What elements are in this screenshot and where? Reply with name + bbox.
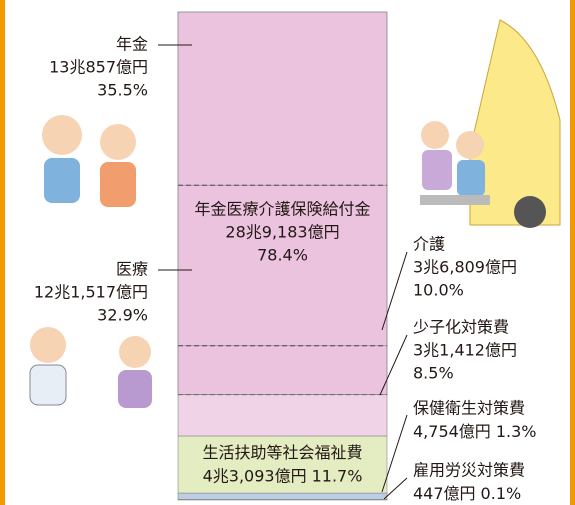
segment-name: 医療	[116, 260, 148, 279]
segment-value: 4兆3,093億円 11.7%	[203, 466, 363, 485]
segment-value: 447億円 0.1%	[413, 484, 521, 503]
segment-percent: 10.0%	[413, 281, 464, 300]
bar-segment	[178, 395, 387, 436]
frame-right	[570, 0, 575, 505]
segment-amount: 12兆1,517億円	[34, 283, 148, 302]
segment-value: 4,754億円 1.3%	[413, 422, 536, 441]
segment-percent: 0.1%	[481, 484, 522, 503]
bar-segment	[178, 493, 387, 499]
segment-amount: 447億円	[413, 484, 476, 503]
group-percent: 78.4%	[257, 246, 308, 265]
illustration-car	[420, 20, 560, 228]
segment-percent: 8.5%	[413, 364, 454, 383]
segment-name: 保健衛生対策費	[413, 399, 525, 418]
bar-segment	[178, 346, 387, 395]
group-name: 年金医療介護保険給付金	[194, 200, 370, 219]
segment-name: 介護	[413, 235, 445, 254]
segment-name: 雇用労災対策費	[413, 461, 525, 480]
illustration-couple	[42, 115, 136, 207]
segment-amount: 4,754億円	[413, 422, 491, 441]
illustration-doctor	[30, 327, 152, 408]
segment-percent: 35.5%	[97, 81, 148, 100]
chart: 年金 13兆857億円 35.5% 医療 12兆1,517億円 32.9% 介護 3兆6,80…	[0, 0, 575, 505]
bar-segment	[178, 12, 387, 185]
segment-percent: 32.9%	[97, 306, 148, 325]
leader-line	[384, 478, 407, 499]
segment-percent: 11.7%	[312, 466, 363, 485]
segment-amount: 3兆1,412億円	[413, 341, 517, 360]
group-amount: 28兆9,183億円	[225, 223, 339, 242]
segment-percent: 1.3%	[496, 422, 537, 441]
segment-amount: 3兆6,809億円	[413, 258, 517, 277]
segment-amount: 13兆857億円	[49, 58, 148, 77]
frame-left	[0, 0, 5, 505]
segment-name: 少子化対策費	[413, 318, 509, 337]
segment-name: 年金	[116, 35, 148, 54]
segment-name: 生活扶助等社会福祉費	[202, 443, 362, 462]
segment-amount: 4兆3,093億円	[203, 466, 307, 485]
